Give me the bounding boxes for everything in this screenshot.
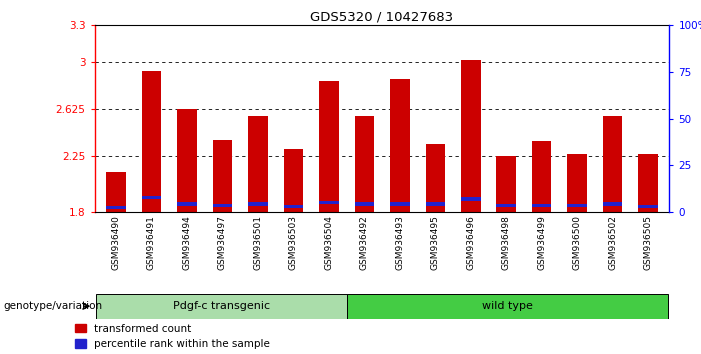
Text: GSM936497: GSM936497 (218, 215, 227, 270)
Bar (426, 144, 445, 212)
Text: GSM936498: GSM936498 (502, 215, 511, 270)
Bar (639, 205, 658, 208)
Bar (248, 116, 268, 212)
Text: GSM936492: GSM936492 (360, 215, 369, 270)
Bar (426, 202, 445, 206)
Bar (177, 202, 197, 206)
Bar (106, 206, 125, 209)
Text: GSM936491: GSM936491 (147, 215, 156, 270)
Bar (248, 202, 268, 206)
Bar (212, 204, 232, 207)
Bar (567, 154, 587, 212)
Text: GSM936501: GSM936501 (253, 215, 262, 270)
Bar (461, 198, 480, 200)
Text: GSM936500: GSM936500 (573, 215, 582, 270)
Text: GDS5320 / 10427683: GDS5320 / 10427683 (311, 11, 454, 24)
Bar (355, 116, 374, 212)
Text: GSM936503: GSM936503 (289, 215, 298, 270)
Text: GSM936494: GSM936494 (182, 215, 191, 270)
Bar (390, 202, 409, 206)
Bar (97, 294, 346, 319)
Text: Pdgf-c transgenic: Pdgf-c transgenic (173, 301, 270, 311)
Legend: transformed count, percentile rank within the sample: transformed count, percentile rank withi… (75, 324, 270, 349)
Text: GSM936496: GSM936496 (466, 215, 475, 270)
Text: GSM936499: GSM936499 (537, 215, 546, 270)
Bar (496, 204, 516, 207)
Bar (532, 141, 552, 212)
Text: GSM936495: GSM936495 (431, 215, 440, 270)
Bar (319, 81, 339, 212)
Bar (390, 79, 409, 212)
Bar (603, 202, 622, 206)
Text: GSM936502: GSM936502 (608, 215, 617, 270)
Text: genotype/variation: genotype/variation (4, 301, 102, 311)
Bar (106, 172, 125, 212)
Bar (212, 140, 232, 212)
Text: GSM936505: GSM936505 (644, 215, 653, 270)
Bar (142, 71, 161, 212)
Bar (603, 116, 622, 212)
Bar (355, 202, 374, 206)
Bar (284, 149, 303, 212)
Bar (532, 204, 552, 207)
Text: wild type: wild type (482, 301, 533, 311)
Bar (496, 156, 516, 212)
Bar (284, 205, 303, 208)
Bar (346, 294, 667, 319)
Bar (461, 60, 480, 212)
Text: GSM936490: GSM936490 (111, 215, 121, 270)
Bar (567, 204, 587, 207)
Bar (319, 201, 339, 204)
Bar (142, 196, 161, 199)
Text: GSM936493: GSM936493 (395, 215, 404, 270)
Text: GSM936504: GSM936504 (325, 215, 333, 270)
Bar (177, 109, 197, 212)
Bar (639, 154, 658, 212)
